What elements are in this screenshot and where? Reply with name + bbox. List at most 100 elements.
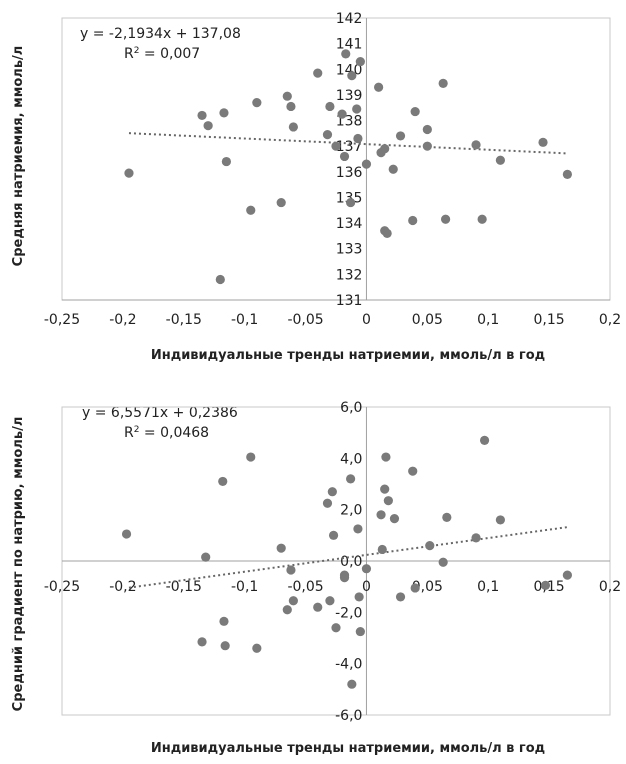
top-y-tick-label: 137 — [336, 139, 363, 155]
top-r-squared: R2 = 0,007 — [124, 46, 200, 62]
top-y-axis-title: Средняя натриемия, ммоль/л — [11, 46, 26, 267]
bottom-y-tick-label: 0,0 — [340, 554, 362, 570]
bottom-x-tick-label: -0,25 — [44, 579, 80, 595]
top-x-tick-label: -0,15 — [166, 312, 202, 328]
bottom-data-point — [313, 602, 323, 612]
top-data-point — [124, 168, 134, 178]
bottom-data-point — [381, 452, 391, 462]
top-data-point — [246, 205, 256, 215]
bottom-data-point — [495, 515, 505, 525]
bottom-data-point — [218, 476, 228, 487]
top-data-point — [282, 91, 292, 101]
top-data-point — [374, 82, 384, 92]
top-data-point — [313, 68, 323, 78]
bottom-r-squared: R2 = 0,0468 — [124, 425, 209, 441]
top-scatter-chart: y = -2,1934x + 137,08 R2 = 0,007 Индивид… — [11, 11, 621, 363]
bottom-data-point — [288, 596, 298, 606]
bottom-y-tick-label: -6,0 — [335, 708, 362, 724]
bottom-data-point — [325, 596, 335, 606]
top-x-tick-label: 0 — [362, 312, 371, 328]
bottom-y-tick-label: 6,0 — [340, 400, 362, 416]
top-data-point — [477, 214, 487, 224]
top-data-point — [203, 121, 213, 131]
top-data-point — [276, 197, 286, 208]
bottom-data-point — [410, 583, 420, 593]
top-x-tick-label: 0,1 — [477, 312, 499, 328]
top-data-point — [441, 214, 451, 224]
bottom-x-tick-label: -0,05 — [287, 579, 323, 595]
top-data-point — [252, 98, 262, 108]
top-data-point — [219, 108, 229, 118]
top-y-tick-label: 134 — [336, 216, 363, 232]
top-y-tick-label: 139 — [336, 88, 363, 104]
bottom-data-point — [479, 435, 490, 445]
bottom-x-tick-label: -0,1 — [231, 579, 258, 595]
top-data-point — [438, 78, 448, 88]
top-data-point — [352, 104, 362, 114]
bottom-data-point — [354, 592, 364, 602]
bottom-data-point — [121, 529, 132, 539]
top-y-tick-label: 141 — [336, 37, 363, 53]
bottom-trend-equation: y = 6,5571x + 0,2386 — [82, 405, 238, 421]
top-data-point — [347, 71, 357, 81]
bottom-x-tick-label: 0,2 — [599, 579, 621, 595]
bottom-data-point — [438, 557, 448, 567]
top-data-point — [346, 197, 356, 208]
top-data-point — [410, 106, 420, 117]
bottom-data-point — [562, 570, 572, 580]
top-y-tick-label: 136 — [336, 165, 363, 181]
bottom-data-point — [327, 487, 337, 497]
bottom-data-point — [246, 452, 256, 462]
bottom-data-point — [220, 641, 230, 651]
top-data-point — [355, 56, 365, 67]
bottom-data-point — [361, 564, 372, 574]
bottom-x-tick-label: -0,2 — [109, 579, 136, 595]
bottom-data-point — [201, 552, 211, 562]
bottom-data-point — [442, 512, 452, 522]
bottom-data-point — [395, 592, 406, 602]
top-data-point — [322, 130, 333, 140]
top-x-tick-label: -0,25 — [44, 312, 80, 328]
top-y-tick-label: 142 — [336, 11, 363, 27]
bottom-trendline — [128, 526, 568, 589]
top-x-tick-label: 0,2 — [599, 312, 621, 328]
bottom-data-point — [383, 496, 393, 506]
top-data-point — [538, 137, 548, 147]
bottom-data-point — [328, 530, 339, 540]
top-data-point — [341, 49, 351, 59]
top-data-point — [361, 159, 372, 169]
bottom-x-axis-title: Индивидуальные тренды натриемии, ммоль/л… — [151, 741, 545, 756]
bottom-data-point — [380, 484, 390, 494]
bottom-data-point — [353, 524, 363, 534]
bottom-data-point — [389, 514, 400, 524]
top-data-point — [471, 140, 481, 150]
bottom-data-point — [377, 544, 387, 555]
bottom-data-point — [347, 679, 357, 689]
bottom-data-point — [282, 605, 292, 615]
top-data-point — [388, 164, 398, 174]
bottom-data-point — [197, 637, 207, 647]
top-trendline — [128, 132, 568, 155]
top-data-point — [380, 144, 390, 154]
top-data-point — [353, 133, 363, 144]
bottom-x-tick-label: 0,1 — [477, 579, 499, 595]
bottom-y-tick-label: -2,0 — [335, 605, 362, 621]
bottom-data-point — [355, 626, 365, 637]
top-data-point — [408, 215, 418, 226]
top-x-tick-label: -0,1 — [231, 312, 258, 328]
top-data-point — [339, 151, 350, 162]
bottom-data-point — [471, 533, 481, 543]
top-y-tick-label: 133 — [336, 242, 363, 258]
top-data-point — [221, 156, 231, 167]
top-data-point — [337, 109, 347, 119]
bottom-data-point — [540, 580, 551, 590]
bottom-data-point — [376, 510, 386, 520]
bottom-data-point — [331, 623, 341, 633]
top-x-tick-label: 0,05 — [412, 312, 443, 328]
top-data-point — [286, 101, 296, 112]
bottom-data-point — [322, 498, 333, 508]
bottom-data-point — [286, 565, 296, 575]
bottom-scatter-chart: y = 6,5571x + 0,2386 R2 = 0,0468 Индивид… — [0, 382, 626, 764]
top-data-point — [422, 141, 432, 151]
top-data-point — [382, 228, 392, 238]
